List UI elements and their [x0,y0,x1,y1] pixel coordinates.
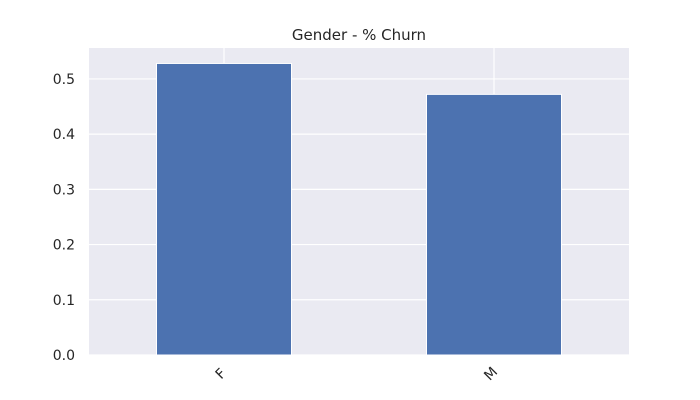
bar-m [426,93,562,356]
y-axis-ticks: 0.0 0.1 0.2 0.3 0.4 0.5 [53,72,75,364]
y-tick-label: 0.1 [53,293,75,309]
x-tick-label: F [213,366,230,383]
y-tick-label: 0.2 [53,238,75,254]
bar-f [156,62,292,356]
y-tick-label: 0.4 [53,127,75,143]
x-tick-label: M [481,364,501,384]
y-tick-label: 0.0 [53,348,75,364]
y-tick-label: 0.5 [53,72,75,88]
chart-title: Gender - % Churn [292,26,426,44]
y-tick-label: 0.3 [53,182,75,198]
bars [156,62,562,356]
